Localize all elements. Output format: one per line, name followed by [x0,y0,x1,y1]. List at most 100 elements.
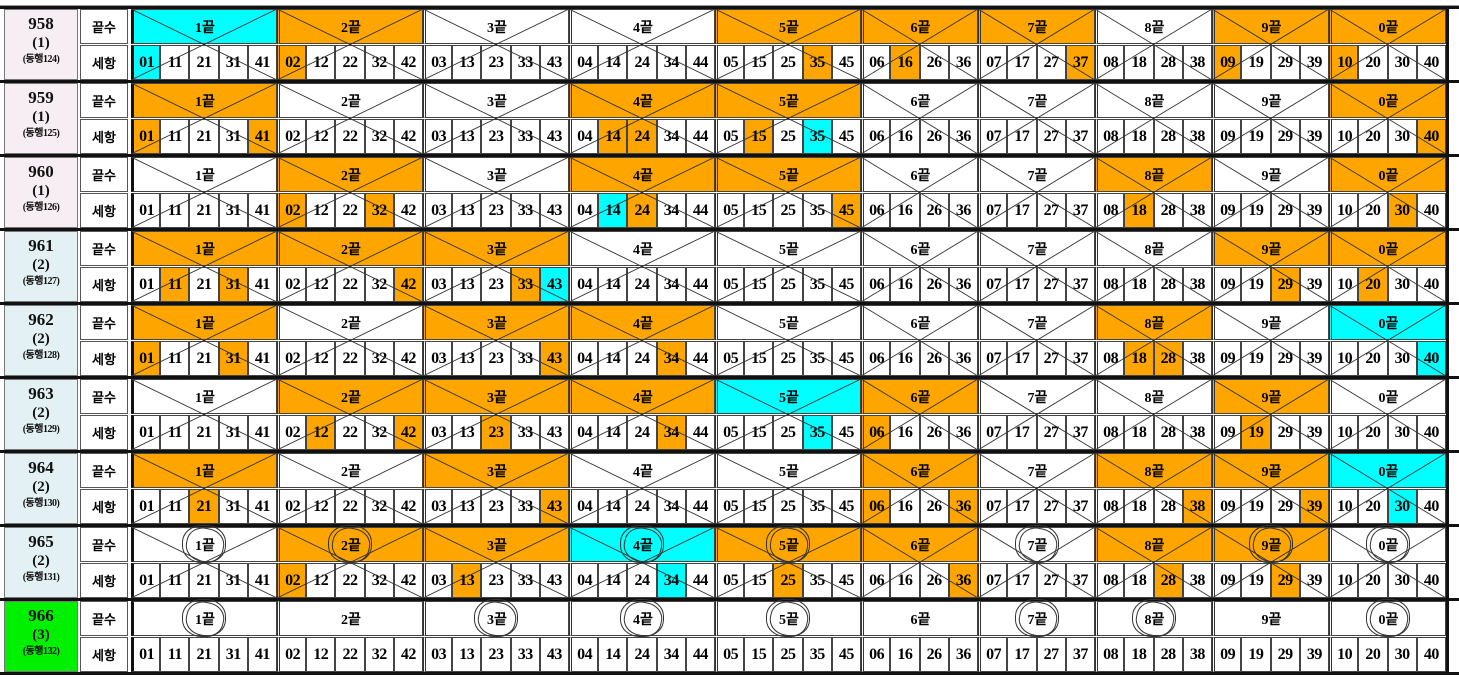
number-cell-11[interactable]: 11 [160,637,190,672]
number-cell-38[interactable]: 38 [1182,193,1212,228]
number-cell-02[interactable]: 02 [277,267,307,302]
group-header-7끝[interactable]: 7끝 [978,453,1095,488]
number-cell-10[interactable]: 10 [1329,267,1359,302]
group-header-2끝[interactable]: 2끝 [277,305,423,340]
group-header-1끝[interactable]: 1끝 [131,379,277,414]
number-cell-39[interactable]: 39 [1299,193,1329,228]
number-cell-30[interactable]: 30 [1387,193,1417,228]
number-cell-27[interactable]: 27 [1036,637,1066,672]
number-cell-10[interactable]: 10 [1329,489,1359,524]
number-cell-07[interactable]: 07 [978,341,1008,376]
group-header-2끝[interactable]: 2끝 [277,83,423,118]
group-header-8끝[interactable]: 8끝 [1095,527,1212,562]
number-cell-10[interactable]: 10 [1329,341,1359,376]
group-header-7끝[interactable]: 7끝 [978,601,1095,636]
group-header-0끝[interactable]: 0끝 [1329,231,1446,266]
number-cell-08[interactable]: 08 [1095,45,1125,80]
number-cell-27[interactable]: 27 [1036,489,1066,524]
group-header-3끝[interactable]: 3끝 [423,83,569,118]
group-header-9끝[interactable]: 9끝 [1212,379,1329,414]
number-cell-06[interactable]: 06 [861,119,891,154]
number-cell-16[interactable]: 16 [890,415,920,450]
number-cell-25[interactable]: 25 [773,193,803,228]
number-cell-03[interactable]: 03 [423,563,453,598]
number-cell-45[interactable]: 45 [831,415,861,450]
number-cell-27[interactable]: 27 [1036,341,1066,376]
number-cell-20[interactable]: 20 [1358,341,1388,376]
number-cell-41[interactable]: 41 [247,489,277,524]
group-header-0끝[interactable]: 0끝 [1329,453,1446,488]
number-cell-05[interactable]: 05 [715,267,745,302]
number-cell-08[interactable]: 08 [1095,119,1125,154]
number-cell-07[interactable]: 07 [978,415,1008,450]
number-cell-41[interactable]: 41 [247,341,277,376]
number-cell-20[interactable]: 20 [1358,563,1388,598]
group-header-4끝[interactable]: 4끝 [569,453,715,488]
number-cell-42[interactable]: 42 [393,267,423,302]
number-cell-13[interactable]: 13 [452,193,482,228]
group-header-5끝[interactable]: 5끝 [715,83,861,118]
number-cell-17[interactable]: 17 [1007,489,1037,524]
number-cell-23[interactable]: 23 [481,45,511,80]
number-cell-42[interactable]: 42 [393,45,423,80]
number-cell-04[interactable]: 04 [569,45,599,80]
group-header-9끝[interactable]: 9끝 [1212,83,1329,118]
group-header-6끝[interactable]: 6끝 [861,379,978,414]
number-cell-41[interactable]: 41 [247,563,277,598]
number-cell-40[interactable]: 40 [1416,489,1446,524]
number-cell-39[interactable]: 39 [1299,341,1329,376]
number-cell-22[interactable]: 22 [335,267,365,302]
number-cell-28[interactable]: 28 [1153,415,1183,450]
number-cell-39[interactable]: 39 [1299,119,1329,154]
number-cell-19[interactable]: 19 [1241,563,1271,598]
number-cell-18[interactable]: 18 [1124,489,1154,524]
group-header-1끝[interactable]: 1끝 [131,453,277,488]
number-cell-19[interactable]: 19 [1241,489,1271,524]
number-cell-35[interactable]: 35 [802,119,832,154]
number-cell-03[interactable]: 03 [423,267,453,302]
number-cell-23[interactable]: 23 [481,267,511,302]
number-cell-05[interactable]: 05 [715,45,745,80]
number-cell-33[interactable]: 33 [510,563,540,598]
number-cell-34[interactable]: 34 [656,415,686,450]
number-cell-41[interactable]: 41 [247,119,277,154]
group-header-6끝[interactable]: 6끝 [861,157,978,192]
group-header-4끝[interactable]: 4끝 [569,601,715,636]
number-cell-01[interactable]: 01 [131,267,161,302]
number-cell-28[interactable]: 28 [1153,341,1183,376]
number-cell-18[interactable]: 18 [1124,193,1154,228]
number-cell-27[interactable]: 27 [1036,563,1066,598]
group-header-7끝[interactable]: 7끝 [978,157,1095,192]
number-cell-01[interactable]: 01 [131,563,161,598]
number-cell-36[interactable]: 36 [948,119,978,154]
number-cell-11[interactable]: 11 [160,415,190,450]
group-header-2끝[interactable]: 2끝 [277,453,423,488]
number-cell-26[interactable]: 26 [919,45,949,80]
number-cell-08[interactable]: 08 [1095,637,1125,672]
number-cell-45[interactable]: 45 [831,489,861,524]
number-cell-42[interactable]: 42 [393,415,423,450]
group-header-8끝[interactable]: 8끝 [1095,83,1212,118]
number-cell-38[interactable]: 38 [1182,415,1212,450]
number-cell-14[interactable]: 14 [598,193,628,228]
group-header-8끝[interactable]: 8끝 [1095,231,1212,266]
number-cell-28[interactable]: 28 [1153,193,1183,228]
number-cell-04[interactable]: 04 [569,489,599,524]
number-cell-45[interactable]: 45 [831,637,861,672]
number-cell-25[interactable]: 25 [773,415,803,450]
number-cell-09[interactable]: 09 [1212,637,1242,672]
group-header-9끝[interactable]: 9끝 [1212,9,1329,44]
group-header-9끝[interactable]: 9끝 [1212,305,1329,340]
number-cell-20[interactable]: 20 [1358,637,1388,672]
number-cell-07[interactable]: 07 [978,489,1008,524]
group-header-9끝[interactable]: 9끝 [1212,601,1329,636]
group-header-3끝[interactable]: 3끝 [423,453,569,488]
number-cell-41[interactable]: 41 [247,637,277,672]
number-cell-17[interactable]: 17 [1007,119,1037,154]
number-cell-07[interactable]: 07 [978,637,1008,672]
number-cell-23[interactable]: 23 [481,415,511,450]
number-cell-04[interactable]: 04 [569,563,599,598]
number-cell-12[interactable]: 12 [306,489,336,524]
number-cell-15[interactable]: 15 [744,415,774,450]
number-cell-03[interactable]: 03 [423,45,453,80]
